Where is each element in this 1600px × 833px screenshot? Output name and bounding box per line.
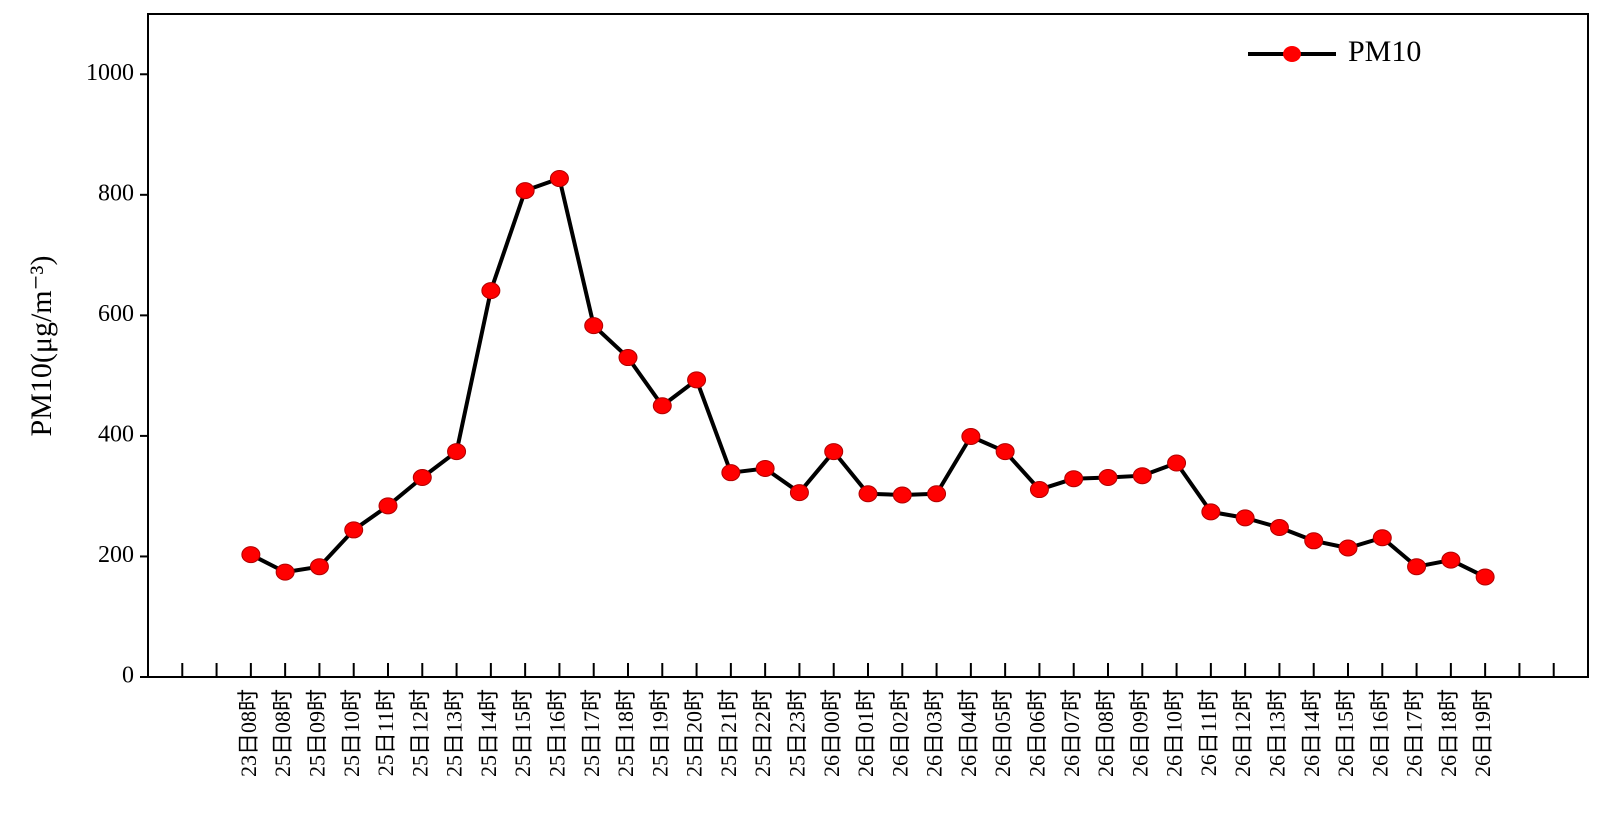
data-point [824, 443, 844, 461]
y-tick-label: 200 [98, 542, 134, 568]
x-tick-label: 26日11时 [1196, 689, 1221, 776]
data-point [1029, 481, 1049, 499]
data-point [584, 317, 604, 335]
data-point [1372, 529, 1392, 547]
x-tick-label: 25日11时 [373, 689, 398, 776]
x-tick-label: 26日01时 [853, 689, 878, 777]
data-point [549, 170, 569, 188]
x-tick-label: 23日08时 [236, 689, 261, 777]
x-tick-label: 26日09时 [1127, 689, 1152, 777]
data-point [1235, 509, 1255, 527]
x-tick-label: 25日13时 [442, 689, 467, 777]
data-point [687, 371, 707, 389]
data-point [961, 428, 981, 446]
x-tick-label: 25日15时 [510, 689, 535, 777]
x-tick-label: 26日06时 [1024, 689, 1049, 777]
x-tick-label: 25日09时 [304, 689, 329, 777]
data-point [1201, 503, 1221, 521]
data-point [721, 464, 741, 482]
data-point [755, 459, 775, 477]
y-tick-label: 600 [98, 301, 134, 327]
x-tick-label: 26日07时 [1059, 689, 1084, 777]
data-point [1064, 470, 1084, 488]
y-tick-label: 1000 [86, 60, 134, 86]
data-point [1098, 468, 1118, 486]
data-point [652, 397, 672, 415]
data-point [1304, 532, 1324, 550]
data-point [1132, 467, 1152, 485]
x-tick-label: 25日19时 [647, 689, 672, 777]
series-line [249, 176, 1487, 579]
data-point [275, 563, 295, 581]
data-point [309, 558, 329, 576]
data-point [858, 485, 878, 503]
x-tick-label: 26日10时 [1162, 689, 1187, 777]
data-point [1167, 454, 1187, 472]
x-tick-label: 26日19时 [1470, 689, 1495, 777]
x-tick-label: 26日02时 [887, 689, 912, 777]
data-point [481, 282, 501, 300]
data-point [378, 497, 398, 515]
data-point [789, 484, 809, 502]
x-tick-label: 25日22时 [750, 689, 775, 777]
plot-frame [147, 13, 1589, 678]
data-point [892, 486, 912, 504]
x-tick-label: 26日15时 [1333, 689, 1358, 777]
data-point [412, 468, 432, 486]
legend-marker [1283, 46, 1301, 62]
x-tick-label: 26日17时 [1402, 689, 1427, 777]
x-tick-label: 26日13时 [1264, 689, 1289, 777]
y-axis-label: PM10(μg/m⁻³) [25, 256, 58, 437]
x-tick-label: 25日14时 [476, 689, 501, 777]
x-tick-label: 26日12时 [1230, 689, 1255, 777]
x-tick-label: 26日04时 [956, 689, 981, 777]
x-tick-label: 25日23时 [784, 689, 809, 777]
data-point [1441, 551, 1461, 569]
data-point [1475, 568, 1495, 586]
x-tick-label: 25日10时 [339, 689, 364, 777]
x-tick-label: 26日05时 [990, 689, 1015, 777]
data-point [1269, 519, 1289, 537]
data-point [1338, 539, 1358, 557]
legend-label: PM10 [1348, 35, 1421, 68]
x-tick-label: 25日12时 [407, 689, 432, 777]
x-tick-label: 26日00时 [819, 689, 844, 777]
data-point [995, 443, 1015, 461]
data-point [447, 443, 467, 461]
data-point [618, 349, 638, 367]
x-tick-label: 26日16时 [1367, 689, 1392, 777]
data-point [241, 546, 261, 564]
data-point [927, 485, 947, 503]
x-tick-label: 25日16时 [544, 689, 569, 777]
x-tick-label: 25日18时 [613, 689, 638, 777]
x-tick-label: 26日14时 [1299, 689, 1324, 777]
x-tick-label: 25日17时 [579, 689, 604, 777]
data-point [344, 521, 364, 539]
x-tick-label: 25日20时 [682, 689, 707, 777]
y-tick-label: 400 [98, 421, 134, 447]
data-point [1407, 558, 1427, 576]
x-tick-label: 26日18时 [1436, 689, 1461, 777]
x-tick-label: 26日03时 [922, 689, 947, 777]
x-tick-label: 25日08时 [270, 689, 295, 777]
y-tick-label: 800 [98, 180, 134, 206]
y-tick-label: 0 [122, 663, 134, 689]
x-tick-label: 26日08时 [1093, 689, 1118, 777]
x-tick-label: 25日21时 [716, 689, 741, 777]
data-point [515, 182, 535, 200]
